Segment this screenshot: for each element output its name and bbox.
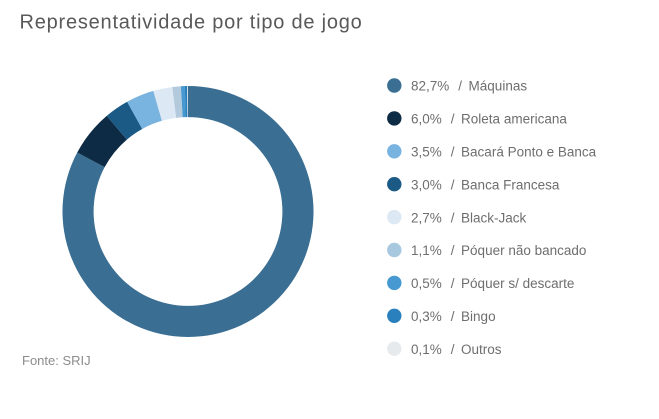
svg-text:3,5%/Bacará Ponto e Banca: 3,5% / Bacará Ponto e Banca — [411, 145, 597, 160]
svg-text:82,7%/Máquinas: 82,7% / Máquinas — [411, 79, 527, 94]
svg-text:1,1%/Póquer não bancado: 1,1% / Póquer não bancado — [411, 243, 586, 258]
svg-text:Representatividade por tipo de: Representatividade por tipo de jogo — [20, 11, 363, 33]
svg-text:2,7%/Black-Jack: 2,7% / Black-Jack — [411, 210, 527, 225]
svg-text:0,5%/Póquer s/ descarte: 0,5% / Póquer s/ descarte — [411, 276, 574, 291]
svg-text:0,1%/Outros: 0,1% / Outros — [411, 342, 502, 357]
svg-text:Fonte: SRIJ: Fonte: SRIJ — [22, 353, 91, 368]
svg-text:6,0%/Roleta americana: 6,0% / Roleta americana — [411, 112, 567, 127]
svg-text:3,0%/Banca Francesa: 3,0% / Banca Francesa — [411, 177, 560, 192]
svg-text:0,3%/Bingo: 0,3% / Bingo — [411, 309, 496, 324]
